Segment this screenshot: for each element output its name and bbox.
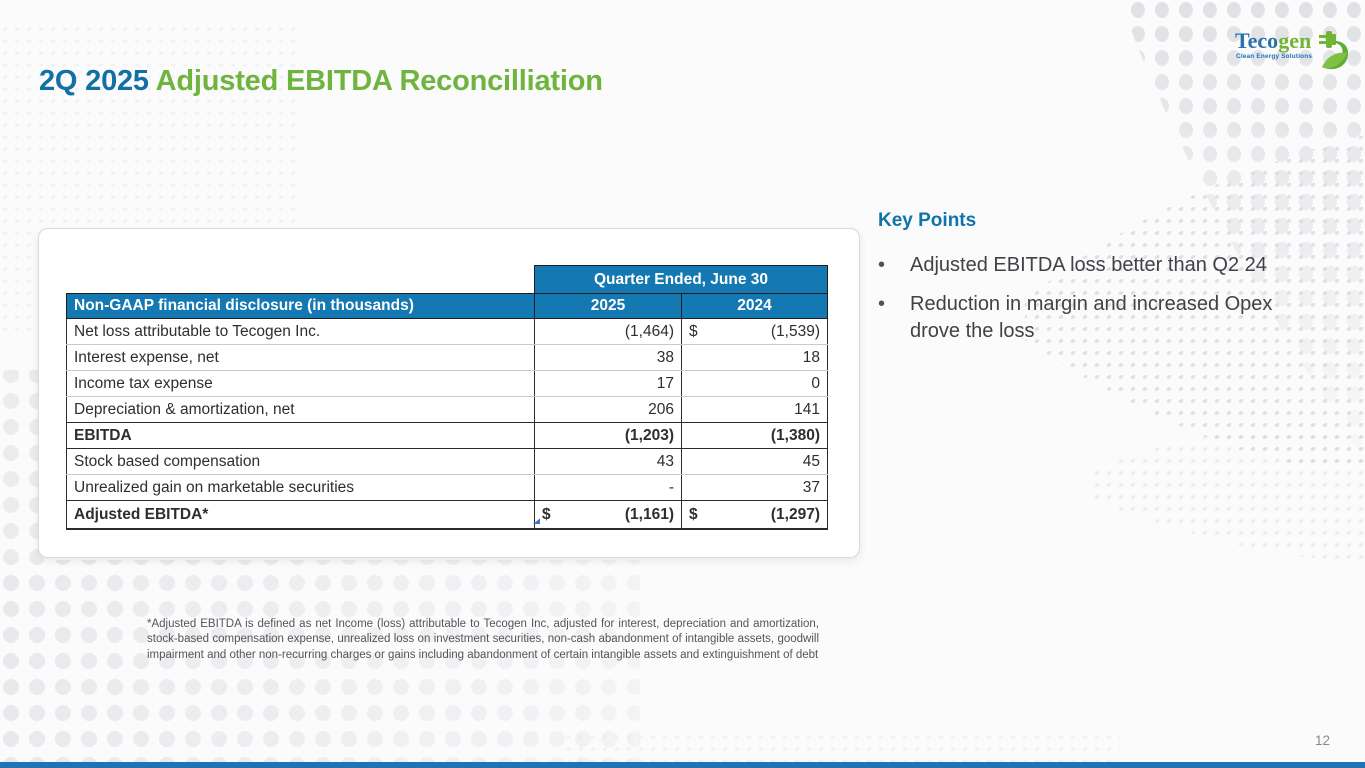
value-2024: 0 bbox=[681, 370, 828, 397]
header-label-cell: Non-GAAP financial disclosure (in thousa… bbox=[66, 293, 535, 319]
row-label: EBITDA bbox=[66, 422, 535, 449]
header-2025-cell: 2025 bbox=[534, 293, 682, 319]
row-label: Income tax expense bbox=[66, 370, 535, 397]
table-header-row: Non-GAAP financial disclosure (in thousa… bbox=[66, 293, 828, 319]
value-2024: 45 bbox=[681, 448, 828, 475]
table-span-header-row: Quarter Ended, June 30 bbox=[67, 265, 828, 294]
header-2024-cell: 2024 bbox=[681, 293, 828, 319]
financial-table-body: Net loss attributable to Tecogen Inc. (1,… bbox=[66, 318, 828, 530]
value-2024: 18 bbox=[681, 344, 828, 371]
row-label: Net loss attributable to Tecogen Inc. bbox=[66, 318, 535, 345]
value-2025: 43 bbox=[534, 448, 682, 475]
table-row: EBITDA (1,203) (1,380) bbox=[66, 422, 828, 449]
tecogen-logo: Tecogen Clean Energy Solutions bbox=[1235, 28, 1349, 70]
row-label: Depreciation & amortization, net bbox=[66, 396, 535, 423]
bullet-text: Reduction in margin and increased Opex d… bbox=[910, 293, 1273, 342]
value-2024: 141 bbox=[681, 396, 828, 423]
key-points-list: • Adjusted EBITDA loss better than Q2 24 •… bbox=[878, 252, 1358, 345]
key-point-item: • Adjusted EBITDA loss better than Q2 24 bbox=[878, 252, 1358, 279]
slide-title-prefix: 2Q 2025 bbox=[39, 65, 149, 98]
table-card: Quarter Ended, June 30 Non-GAAP financia… bbox=[38, 228, 860, 558]
value-2024: $ (1,297) bbox=[681, 500, 828, 530]
table-row: Stock based compensation 43 45 bbox=[66, 448, 828, 475]
slide-title: 2Q 2025 Adjusted EBITDA Reconcilliation bbox=[39, 65, 603, 98]
value-2024: 37 bbox=[681, 474, 828, 501]
table-row: Unrealized gain on marketable securities… bbox=[66, 474, 828, 501]
value-2025: (1,464) bbox=[534, 318, 682, 345]
page-number: 12 bbox=[1315, 733, 1331, 748]
key-points-heading: Key Points bbox=[878, 210, 977, 231]
row-label: Stock based compensation bbox=[66, 448, 535, 475]
bullet-text: Adjusted EBITDA loss better than Q2 24 bbox=[910, 254, 1267, 276]
logo-tagline: Clean Energy Solutions bbox=[1236, 53, 1312, 60]
bullet-glyph: • bbox=[878, 293, 886, 315]
financial-table: Quarter Ended, June 30 Non-GAAP financia… bbox=[66, 265, 828, 530]
footnote-text: *Adjusted EBITDA is defined as net Incom… bbox=[147, 617, 819, 662]
row-label: Interest expense, net bbox=[66, 344, 535, 371]
leaf-icon bbox=[1322, 41, 1349, 70]
value-2025: $ (1,161) bbox=[534, 500, 682, 530]
value-2024: $ (1,539) bbox=[681, 318, 828, 345]
bullet-glyph: • bbox=[878, 254, 886, 276]
span-header-cell: Quarter Ended, June 30 bbox=[534, 265, 828, 294]
value-2025: 38 bbox=[534, 344, 682, 371]
value-2024: (1,380) bbox=[681, 422, 828, 449]
plug-icon bbox=[1319, 31, 1336, 48]
value-2025: 17 bbox=[534, 370, 682, 397]
key-point-item: • Reduction in margin and increased Opex … bbox=[878, 291, 1358, 345]
value-2025: 206 bbox=[534, 396, 682, 423]
value-2025: (1,203) bbox=[534, 422, 682, 449]
table-row: Net loss attributable to Tecogen Inc. (1,… bbox=[66, 318, 828, 345]
key-points-section: Key Points • Adjusted EBITDA loss better … bbox=[878, 210, 1358, 357]
table-row: Adjusted EBITDA* $ (1,161) $ (1,297) bbox=[66, 500, 828, 530]
table-row: Depreciation & amortization, net 206 141 bbox=[66, 396, 828, 423]
bottom-accent-bar bbox=[0, 762, 1365, 768]
value-2025: - bbox=[534, 474, 682, 501]
table-row: Interest expense, net 38 18 bbox=[66, 344, 828, 371]
table-row: Income tax expense 17 0 bbox=[66, 370, 828, 397]
blank-cell bbox=[67, 266, 535, 294]
slide-title-rest: Adjusted EBITDA Reconcilliation bbox=[155, 65, 603, 98]
excel-paste-artifact bbox=[533, 518, 540, 524]
row-label: Unrealized gain on marketable securities bbox=[66, 474, 535, 501]
logo-wordmark: Tecogen bbox=[1235, 28, 1311, 53]
row-label: Adjusted EBITDA* bbox=[66, 500, 535, 530]
